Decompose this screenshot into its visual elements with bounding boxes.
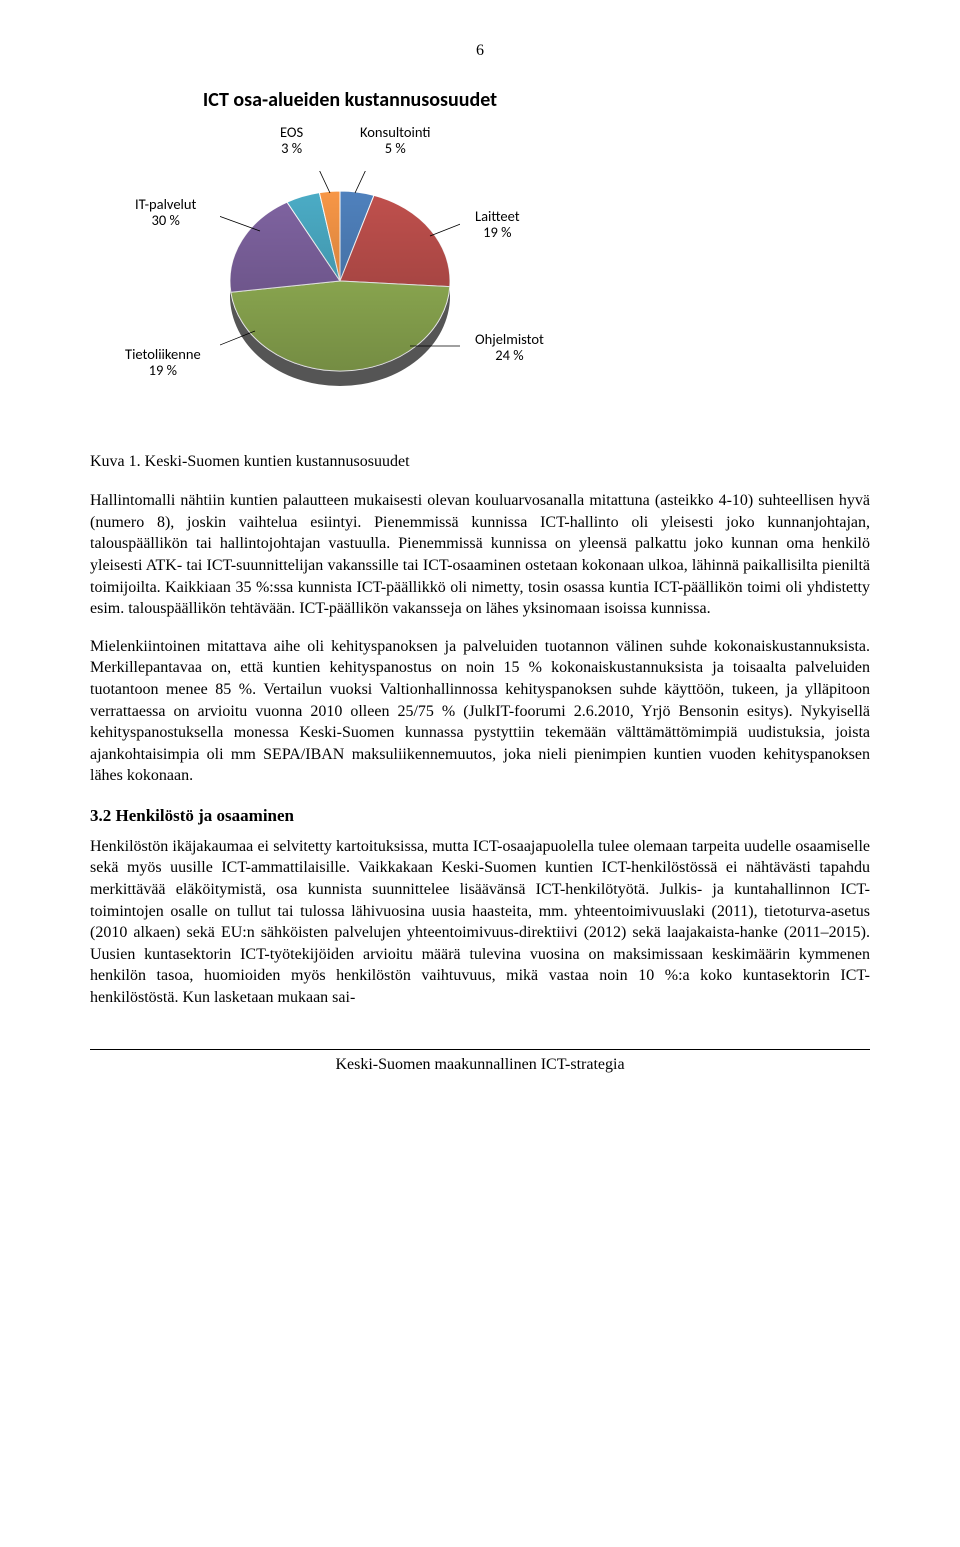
label-ohjelmistot: Ohjelmistot 24 % [475, 331, 544, 364]
footer-rule [90, 1049, 870, 1050]
label-itpalvelut: IT-palvelut 30 % [135, 196, 196, 229]
pie-chart: EOS 3 % Konsultointi 5 % Laitteet 19 % O… [100, 116, 600, 436]
leader-konsultointi [355, 171, 370, 193]
label-konsultointi-pct: 5 % [385, 139, 406, 157]
chart-title: ICT osa-alueiden kustannusosuudet [110, 87, 590, 114]
label-eos: EOS 3 % [280, 124, 303, 157]
paragraph-1: Hallintomalli nähtiin kuntien palautteen… [90, 490, 870, 620]
leader-laitteet [430, 221, 460, 236]
paragraph-2: Mielenkiintoinen mitattava aihe oli kehi… [90, 636, 870, 787]
label-tietoliikenne-name: Tietoliikenne [125, 345, 201, 363]
paragraph-3: Henkilöstön ikäjakaumaa ei selvitetty ka… [90, 836, 870, 1009]
section-heading: 3.2 Henkilöstö ja osaaminen [90, 805, 870, 828]
label-eos-name: EOS [280, 123, 303, 141]
figure-caption: Kuva 1. Keski-Suomen kuntien kustannusos… [90, 451, 870, 473]
label-konsultointi-name: Konsultointi [360, 123, 430, 141]
label-tietoliikenne-pct: 19 % [149, 361, 177, 379]
label-ohjelmistot-name: Ohjelmistot [475, 330, 544, 348]
label-tietoliikenne: Tietoliikenne 19 % [125, 346, 201, 379]
page-number: 6 [90, 40, 870, 62]
leader-eos [315, 171, 330, 193]
label-laitteet-pct: 19 % [483, 223, 511, 241]
label-konsultointi: Konsultointi 5 % [360, 124, 430, 157]
label-eos-pct: 3 % [281, 139, 302, 157]
pie-shade [230, 191, 450, 371]
footer-text: Keski-Suomen maakunnallinen ICT-strategi… [90, 1054, 870, 1076]
label-itpalvelut-name: IT-palvelut [135, 195, 196, 213]
label-itpalvelut-pct: 30 % [152, 211, 180, 229]
label-ohjelmistot-pct: 24 % [495, 346, 523, 364]
label-laitteet: Laitteet 19 % [475, 208, 520, 241]
pie-svg [220, 171, 460, 401]
label-laitteet-name: Laitteet [475, 207, 520, 225]
